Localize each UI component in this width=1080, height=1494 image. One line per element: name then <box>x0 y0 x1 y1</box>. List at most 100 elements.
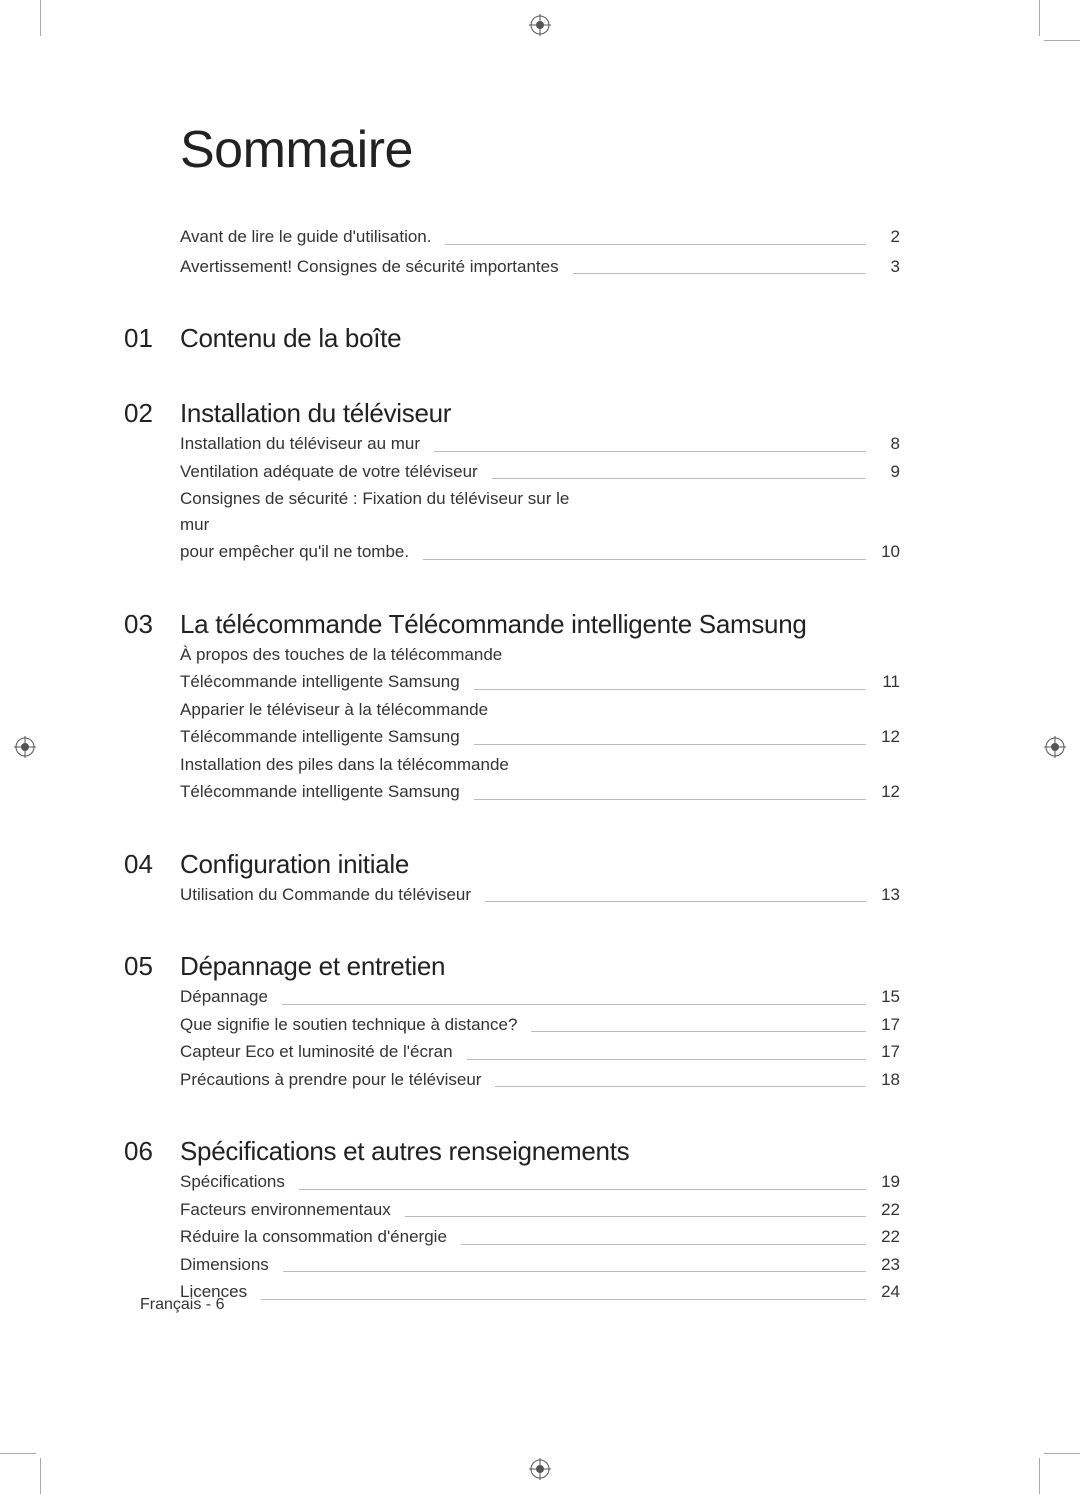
toc-leader <box>283 1271 866 1272</box>
toc-leader <box>573 273 866 274</box>
toc-section: 06Spécifications et autres renseignement… <box>180 1136 900 1305</box>
toc-row: À propos des touches de la télécommande <box>180 642 900 668</box>
toc-row: Réduire la consommation d'énergie 22 <box>180 1224 900 1250</box>
section-head: 06Spécifications et autres renseignement… <box>180 1136 900 1167</box>
toc-row: Avant de lire le guide d'utilisation. 2 <box>180 224 900 250</box>
toc-leader <box>299 1189 866 1190</box>
section-title: Dépannage et entretien <box>180 951 445 982</box>
toc-row: Ventilation adéquate de votre téléviseur… <box>180 459 900 485</box>
toc-page: 12 <box>876 724 900 750</box>
toc-leader <box>474 744 866 745</box>
section-number: 05 <box>124 951 180 982</box>
toc-label: Avant de lire le guide d'utilisation. <box>180 224 431 250</box>
crop-mark <box>1044 1453 1080 1454</box>
section-title: Contenu de la boîte <box>180 323 401 354</box>
toc-row: Télécommande intelligente Samsung 12 <box>180 779 900 805</box>
toc-row: Consignes de sécurité : Fixation du télé… <box>180 486 900 537</box>
crop-mark <box>1039 0 1040 36</box>
toc-page: 3 <box>876 254 900 280</box>
toc-content: Sommaire Avant de lire le guide d'utilis… <box>180 120 900 1305</box>
section-head: 02Installation du téléviseur <box>180 398 900 429</box>
toc-page: 13 <box>876 882 900 908</box>
toc-label: Consignes de sécurité : Fixation du télé… <box>180 486 600 537</box>
toc-page: 24 <box>876 1279 900 1305</box>
toc-section: 04Configuration initialeUtilisation du C… <box>180 849 900 908</box>
toc-page: 12 <box>876 779 900 805</box>
toc-leader <box>467 1059 866 1060</box>
toc-leader <box>531 1031 866 1032</box>
toc-leader <box>423 559 866 560</box>
toc-label: Télécommande intelligente Samsung <box>180 724 460 750</box>
toc-page: 8 <box>876 431 900 457</box>
section-number: 04 <box>124 849 180 880</box>
toc-label: Installation des piles dans la télécomma… <box>180 752 509 778</box>
toc-row: Avertissement! Consignes de sécurité imp… <box>180 254 900 280</box>
toc-page: 19 <box>876 1169 900 1195</box>
toc-label: Capteur Eco et luminosité de l'écran <box>180 1039 453 1065</box>
toc-label: Utilisation du Commande du téléviseur <box>180 882 471 908</box>
page-title: Sommaire <box>180 120 900 180</box>
toc-page: 9 <box>876 459 900 485</box>
toc-page: 22 <box>876 1224 900 1250</box>
toc-leader <box>495 1086 866 1087</box>
toc-row: Utilisation du Commande du téléviseur 13 <box>180 882 900 908</box>
registration-mark-icon <box>14 736 36 758</box>
toc-label: Télécommande intelligente Samsung <box>180 669 460 695</box>
crop-mark <box>0 1453 36 1454</box>
toc-label: Réduire la consommation d'énergie <box>180 1224 447 1250</box>
toc-section: 02Installation du téléviseurInstallation… <box>180 398 900 565</box>
toc-label: Apparier le téléviseur à la télécommande <box>180 697 488 723</box>
toc-leader <box>492 478 866 479</box>
toc-label: Facteurs environnementaux <box>180 1197 391 1223</box>
toc-page: 22 <box>876 1197 900 1223</box>
toc-page: 23 <box>876 1252 900 1278</box>
toc-leader <box>485 901 866 902</box>
section-title: Configuration initiale <box>180 849 409 880</box>
section-title: Installation du téléviseur <box>180 398 451 429</box>
toc-leader <box>445 244 866 245</box>
section-number: 02 <box>124 398 180 429</box>
toc-row: Capteur Eco et luminosité de l'écran 17 <box>180 1039 900 1065</box>
toc-row: Que signifie le soutien technique à dist… <box>180 1012 900 1038</box>
toc-leader <box>474 799 866 800</box>
section-head: 03La télécommande Télécommande intellige… <box>180 609 900 640</box>
toc-row: Facteurs environnementaux 22 <box>180 1197 900 1223</box>
toc-label: Télécommande intelligente Samsung <box>180 779 460 805</box>
toc-row: Licences24 <box>180 1279 900 1305</box>
toc-label: Dimensions <box>180 1252 269 1278</box>
toc-page: 17 <box>876 1012 900 1038</box>
toc-page: 15 <box>876 984 900 1010</box>
toc-page: 11 <box>876 669 900 695</box>
toc-leader <box>461 1244 866 1245</box>
crop-mark <box>40 1458 41 1494</box>
toc-row: Télécommande intelligente Samsung 12 <box>180 724 900 750</box>
toc-label: pour empêcher qu'il ne tombe. <box>180 539 409 565</box>
toc-leader <box>282 1004 866 1005</box>
toc-label: Précautions à prendre pour le téléviseur <box>180 1067 481 1093</box>
toc-label: À propos des touches de la télécommande <box>180 642 502 668</box>
toc-label: Avertissement! Consignes de sécurité imp… <box>180 254 559 280</box>
registration-mark-icon <box>529 14 551 36</box>
toc-row: Installation des piles dans la télécomma… <box>180 752 900 778</box>
toc-row: Dépannage 15 <box>180 984 900 1010</box>
registration-mark-icon <box>1044 736 1066 758</box>
section-title: Spécifications et autres renseignements <box>180 1136 629 1167</box>
toc-section: 03La télécommande Télécommande intellige… <box>180 609 900 805</box>
section-head: 05Dépannage et entretien <box>180 951 900 982</box>
toc-section: 01Contenu de la boîte <box>180 323 900 354</box>
toc-leader <box>261 1299 866 1300</box>
crop-mark <box>40 0 41 36</box>
toc-label: Dépannage <box>180 984 268 1010</box>
toc-row: pour empêcher qu'il ne tombe.10 <box>180 539 900 565</box>
toc-leader <box>434 451 866 452</box>
section-number: 06 <box>124 1136 180 1167</box>
toc-row: Télécommande intelligente Samsung 11 <box>180 669 900 695</box>
toc-page: 17 <box>876 1039 900 1065</box>
toc-row: Dimensions 23 <box>180 1252 900 1278</box>
page-footer: Français - 6 <box>140 1296 224 1314</box>
registration-mark-icon <box>529 1458 551 1480</box>
section-number: 03 <box>124 609 180 640</box>
toc-page: 2 <box>876 224 900 250</box>
toc-label: Spécifications <box>180 1169 285 1195</box>
toc-page: 18 <box>876 1067 900 1093</box>
